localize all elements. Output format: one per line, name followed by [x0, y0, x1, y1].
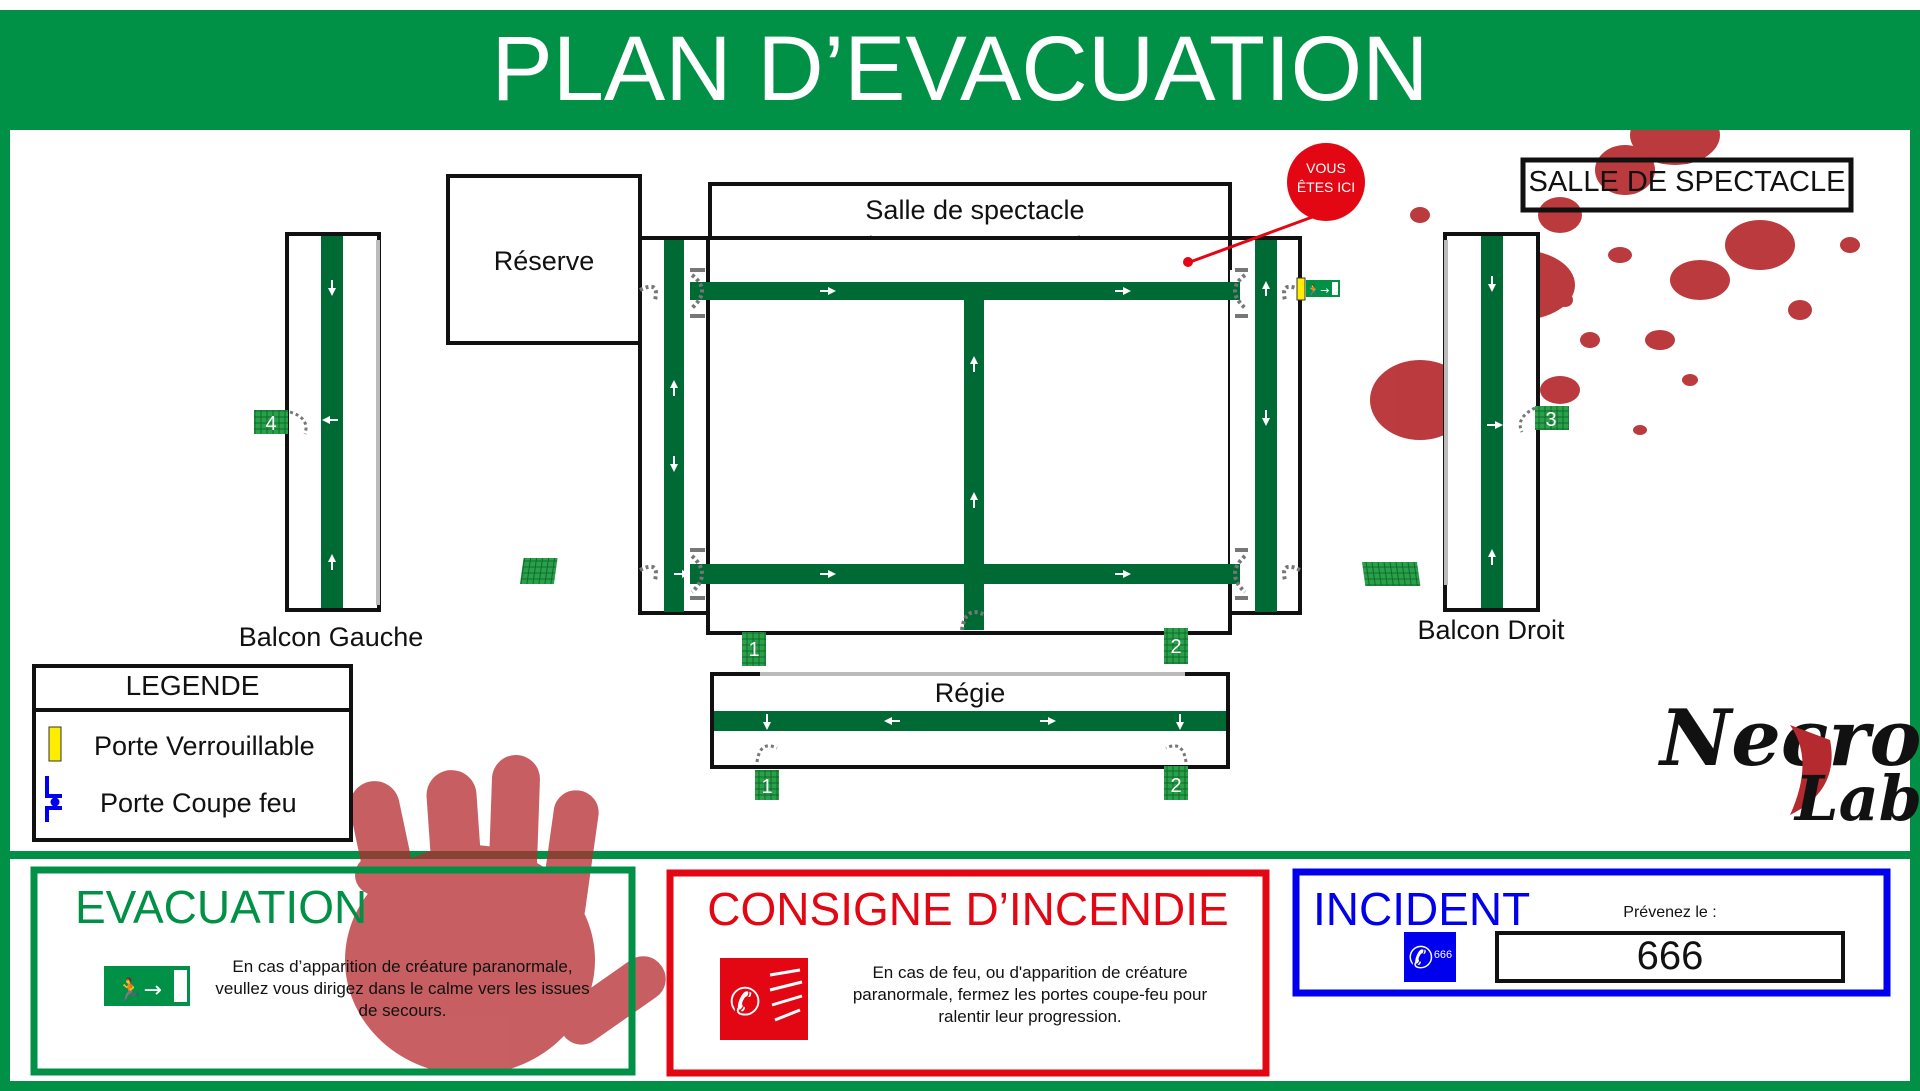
exit-numbers: 4 4 3 3 1 2 1 2 [265, 409, 1556, 798]
exit-number: 1 [748, 639, 759, 661]
svg-text:666: 666 [1434, 949, 1452, 961]
you-are-here-marker [1183, 143, 1365, 267]
stairs-1-bottom [755, 770, 779, 800]
hall-arrows [670, 281, 1270, 578]
balcony-right [1443, 232, 1540, 612]
stairs-1-top [742, 632, 766, 666]
exit-number: 3 [1545, 409, 1556, 431]
legend-item-fire-door: Porte Coupe feu [100, 788, 297, 818]
regie-label: Régie [934, 678, 1006, 708]
evacuation-title: EVACUATION [75, 881, 368, 933]
page-title: PLAN D’EVACUATION [0, 10, 1920, 130]
stairs-3-hall [1361, 562, 1421, 586]
svg-text:🏃→: 🏃→ [1307, 284, 1330, 297]
fire-door-icon [45, 776, 62, 822]
exit-number: 1 [761, 776, 772, 798]
balcony-right-label: Balcon Droit [1417, 615, 1565, 645]
stairs-2-top [1164, 628, 1188, 664]
room-name-box [1520, 157, 1854, 213]
exit-sign-icon: 🏃→ [1306, 280, 1340, 297]
stairs-2-bottom [1164, 766, 1188, 800]
balcony-left-label: Balcon Gauche [238, 622, 424, 652]
emergency-exit-icon: 🏃→ [104, 966, 190, 1006]
staircase-exits [254, 406, 1569, 800]
legend-title: LEGENDE [125, 670, 260, 701]
legend-item-lockable-door: Porte Verrouillable [94, 731, 315, 761]
lockable-door-icon [1296, 277, 1306, 301]
exit-number: 2 [1170, 775, 1181, 797]
incident-panel [1292, 868, 1891, 997]
hall-label: Salle de spectacle [865, 195, 1085, 225]
hall-evacuation-paths [664, 240, 1277, 630]
regie-room [710, 672, 1230, 769]
phone-icon: ✆ 666 [1404, 932, 1456, 982]
balcony-left [285, 232, 381, 612]
legend-box [32, 664, 353, 842]
room-name-label: SALLE DE SPECTACLE [1528, 166, 1846, 198]
svg-text:Necro: Necro [1657, 693, 1920, 784]
fire-text: En cas de feu, ou d'apparition de créatu… [852, 963, 1208, 1026]
svg-text:Lab: Lab [1793, 762, 1920, 835]
exit-number: 4 [615, 561, 626, 583]
you-are-here-line1: VOUS [1306, 160, 1346, 176]
phone-number-box [1495, 931, 1845, 983]
exit-number: 3 [1314, 564, 1325, 586]
evacuation-panel [30, 866, 636, 1076]
reserve-label: Réserve [493, 246, 595, 276]
you-are-here-line2: ÊTES ICI [1296, 179, 1356, 195]
you-are-here-label: VOUS ÊTES ICI [1287, 159, 1365, 197]
svg-text:✆: ✆ [729, 980, 761, 1024]
incident-title: INCIDENT [1313, 883, 1531, 935]
fire-alarm-icon: ✆ [720, 958, 808, 1040]
reserve-room [446, 174, 642, 345]
stairs-4-left [254, 410, 288, 434]
svg-text:🏃→: 🏃→ [116, 977, 162, 1003]
lockable-door-icon [48, 726, 62, 762]
incident-prompt: Prévenez le : [1623, 904, 1717, 921]
evacuation-text: En cas d’apparition de créature paranorm… [215, 957, 590, 1020]
exit-number: 2 [1170, 636, 1181, 658]
fire-title: CONSIGNE D’INCENDIE [707, 883, 1229, 935]
fire-panel [666, 869, 1270, 1077]
stairs-3-right [1535, 406, 1569, 430]
necrolab-logo: Necro Lab [1657, 693, 1920, 835]
stairs-4-hall [519, 558, 558, 584]
blood-handprint [345, 755, 666, 1075]
svg-text:✆: ✆ [1408, 941, 1433, 976]
incident-phone-number: 666 [1636, 934, 1704, 978]
exit-number: 4 [265, 413, 276, 435]
